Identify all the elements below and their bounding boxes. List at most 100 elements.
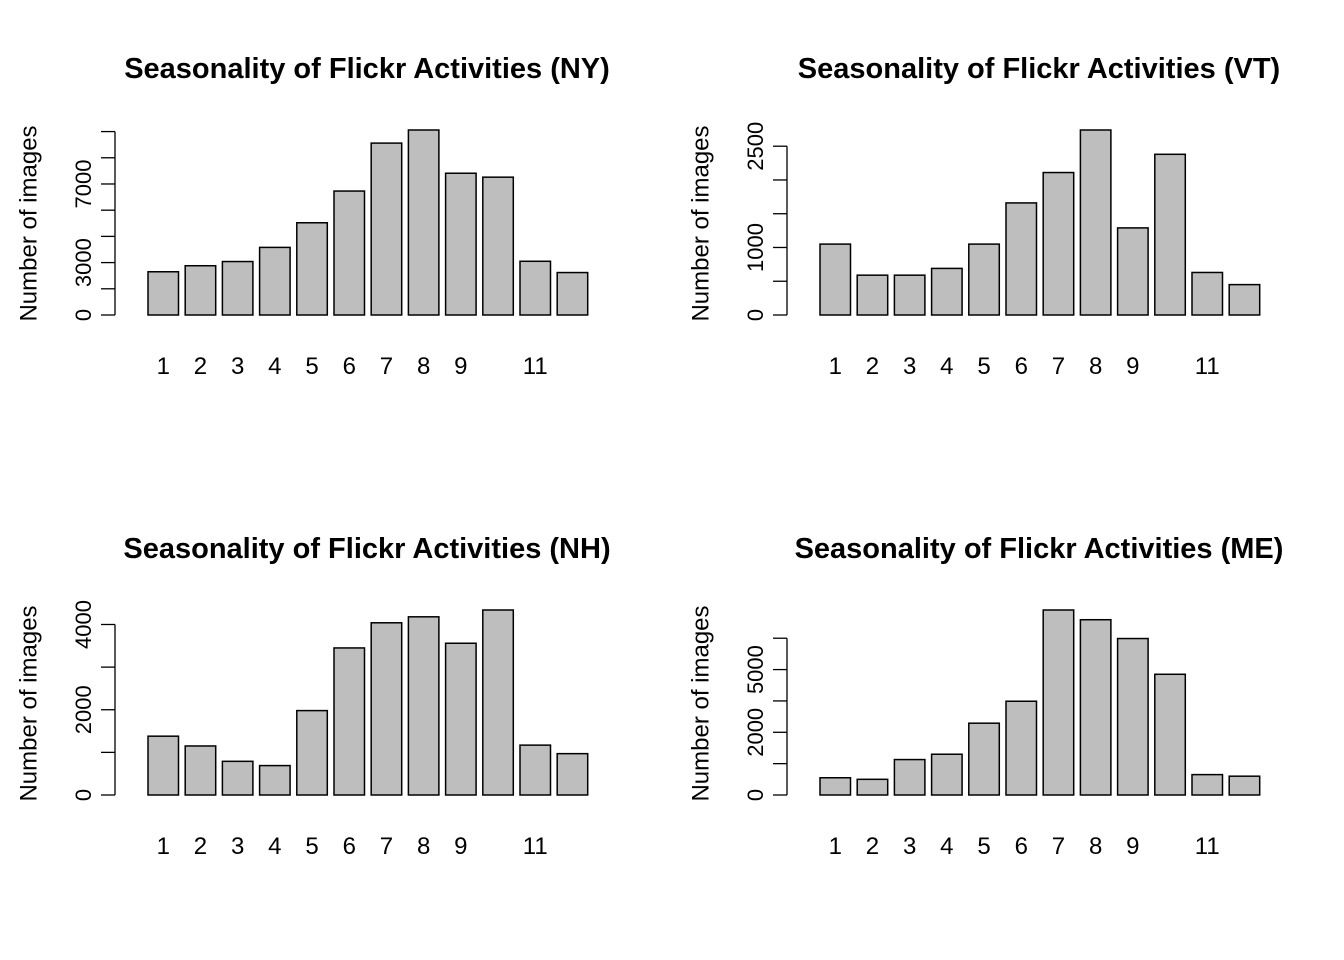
bar-month-9	[444, 642, 477, 796]
x-tick-label: 6	[343, 833, 356, 860]
x-tick-label: 8	[417, 833, 430, 860]
x-tick-label: 8	[1089, 353, 1102, 380]
bar-month-9	[444, 172, 477, 316]
bar-month-12	[556, 752, 589, 796]
x-tick-label: 5	[977, 353, 990, 380]
bar-month-7	[1042, 609, 1075, 796]
bar-month-3	[893, 274, 926, 316]
x-tick-label: 3	[231, 353, 244, 380]
bar-month-9	[1116, 227, 1149, 316]
y-tick-label: 5000	[743, 645, 768, 694]
y-tick-label: 1000	[743, 223, 768, 272]
bar-month-4	[258, 764, 291, 796]
x-tick-label: 8	[417, 353, 430, 380]
y-tick-label: 7000	[71, 160, 96, 209]
y-tick-label: 2500	[743, 122, 768, 171]
bar-month-5	[968, 722, 1001, 796]
chart-panel: Seasonality of Flickr Activities (VT) Num…	[687, 53, 1280, 380]
bar-month-7	[1042, 171, 1075, 316]
y-axis-label: Number of images	[687, 605, 714, 801]
y-tick-label: 0	[71, 309, 96, 321]
y-axis-label: Number of images	[15, 125, 42, 321]
bar-month-6	[333, 190, 366, 316]
x-tick-label: 1	[829, 353, 842, 380]
bar-month-4	[930, 267, 963, 316]
x-tick-label: 9	[1126, 833, 1139, 860]
bar-month-7	[370, 142, 403, 316]
bar-month-5	[296, 222, 329, 316]
chart-title: Seasonality of Flickr Activities (VT)	[798, 53, 1280, 85]
bar-month-1	[147, 735, 180, 796]
x-tick-label: 4	[268, 833, 281, 860]
x-tick-label: 6	[1015, 353, 1028, 380]
bar-month-1	[819, 243, 852, 316]
x-tick-label: 11	[1195, 353, 1220, 380]
chart-panel: Seasonality of Flickr Activities (ME) Num…	[687, 533, 1283, 860]
x-tick-label: 3	[903, 833, 916, 860]
bar-month-10	[482, 176, 515, 316]
x-tick-label: 2	[866, 353, 879, 380]
bar-month-7	[370, 622, 403, 796]
x-tick-label: 6	[1015, 833, 1028, 860]
x-tick-label: 1	[157, 353, 170, 380]
bar-month-4	[258, 246, 291, 316]
x-tick-label: 5	[305, 833, 318, 860]
bar-month-8	[1079, 129, 1112, 316]
y-tick-label: 0	[743, 309, 768, 321]
bar-month-12	[1228, 775, 1261, 796]
bar-month-8	[407, 129, 440, 316]
bar-month-11	[519, 260, 552, 316]
bar-month-11	[1191, 773, 1224, 796]
x-tick-label: 2	[194, 833, 207, 860]
chart-panel: Seasonality of Flickr Activities (NH) Num…	[15, 533, 610, 860]
x-tick-label: 2	[866, 833, 879, 860]
bar-month-3	[893, 758, 926, 796]
x-tick-label: 8	[1089, 833, 1102, 860]
bar-month-3	[221, 260, 254, 316]
bar-month-12	[1228, 283, 1261, 316]
y-tick-label: 4000	[71, 600, 96, 649]
chart-title: Seasonality of Flickr Activities (NY)	[124, 53, 610, 85]
bar-month-11	[519, 744, 552, 796]
bar-month-5	[296, 709, 329, 796]
x-tick-label: 1	[157, 833, 170, 860]
bar-month-1	[819, 777, 852, 796]
x-tick-label: 4	[940, 833, 953, 860]
bar-month-3	[221, 760, 254, 796]
y-tick-label: 3000	[71, 238, 96, 287]
x-tick-label: 9	[454, 833, 467, 860]
x-tick-label: 4	[940, 353, 953, 380]
y-tick-label: 2000	[743, 708, 768, 757]
bar-month-5	[968, 243, 1001, 316]
bar-month-8	[407, 616, 440, 796]
y-axis-label: Number of images	[15, 605, 42, 801]
chart-title: Seasonality of Flickr Activities (ME)	[795, 533, 1284, 565]
x-tick-label: 11	[523, 353, 548, 380]
bar-month-2	[184, 264, 217, 316]
bar-month-11	[1191, 271, 1224, 316]
x-tick-label: 7	[1052, 833, 1065, 860]
bar-month-2	[184, 745, 217, 796]
y-tick-label: 0	[743, 789, 768, 801]
x-tick-label: 7	[380, 833, 393, 860]
x-tick-label: 5	[977, 833, 990, 860]
bar-month-10	[482, 609, 515, 796]
bar-month-10	[1154, 673, 1187, 796]
chart-title: Seasonality of Flickr Activities (NH)	[123, 533, 610, 565]
y-axis-label: Number of images	[687, 125, 714, 321]
bar-month-4	[930, 753, 963, 796]
x-tick-label: 11	[1195, 833, 1220, 860]
bar-month-8	[1079, 618, 1112, 796]
bar-month-6	[1005, 202, 1038, 316]
bar-month-2	[856, 778, 889, 796]
bar-month-12	[556, 271, 589, 316]
bar-month-1	[147, 271, 180, 316]
bar-month-6	[333, 647, 366, 796]
x-tick-label: 4	[268, 353, 281, 380]
x-tick-label: 9	[454, 353, 467, 380]
x-tick-label: 1	[829, 833, 842, 860]
bar-month-2	[856, 274, 889, 316]
x-tick-label: 9	[1126, 353, 1139, 380]
x-tick-label: 11	[523, 833, 548, 860]
